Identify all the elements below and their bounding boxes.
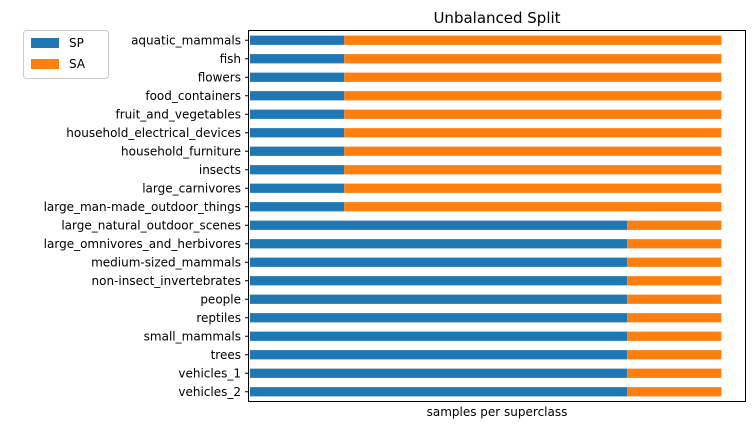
bar-sa-15 [627, 313, 722, 323]
bar-sp-3 [249, 91, 345, 101]
bar-sp-11 [249, 239, 628, 249]
bar-sa-3 [344, 91, 722, 101]
y-tick-label: medium-sized_mammals [91, 255, 241, 269]
y-tick-label: large_omnivores_and_herbivores [44, 237, 241, 251]
bar-sp-17 [249, 350, 628, 360]
bar-sp-18 [249, 368, 628, 378]
y-tick-label: non-insect_invertebrates [92, 274, 241, 288]
bars-group [249, 35, 722, 397]
y-tick-label: household_electrical_devices [66, 126, 241, 140]
legend-label-sp: SP [69, 36, 84, 50]
y-tick-label: household_furniture [121, 144, 241, 158]
bar-sa-13 [627, 276, 722, 286]
y-tick-label: vehicles_2 [178, 385, 241, 399]
y-tick-label: flowers [198, 70, 241, 84]
bar-sp-16 [249, 331, 628, 341]
bar-sp-14 [249, 294, 628, 304]
legend: SP SA [23, 30, 109, 79]
bar-sa-7 [344, 165, 722, 175]
bar-sp-7 [249, 165, 345, 175]
legend-frame [23, 30, 109, 79]
bar-sp-4 [249, 109, 345, 119]
bar-sa-12 [627, 257, 722, 267]
y-tick-label: small_mammals [144, 329, 241, 343]
legend-swatch-sa [31, 59, 59, 69]
y-tick-label: large_man-made_outdoor_things [44, 200, 241, 214]
y-tick-label: food_containers [145, 89, 241, 103]
bar-sp-1 [249, 54, 345, 64]
bar-sp-8 [249, 183, 345, 193]
bar-sa-4 [344, 109, 722, 119]
bar-sp-12 [249, 257, 628, 267]
y-tick-label: trees [211, 348, 241, 362]
bar-sp-19 [249, 387, 628, 397]
y-tick-label: large_natural_outdoor_scenes [61, 218, 241, 232]
bar-sa-9 [344, 202, 722, 212]
bar-sp-15 [249, 313, 628, 323]
bar-sa-19 [627, 387, 722, 397]
bar-sa-16 [627, 331, 722, 341]
bar-sa-6 [344, 146, 722, 156]
legend-label-sa: SA [69, 57, 86, 71]
y-tick-label: fish [220, 52, 241, 66]
bar-sa-2 [344, 72, 722, 82]
bar-sp-6 [249, 146, 345, 156]
y-tick-label: large_carnivores [142, 181, 241, 195]
y-tick-label: vehicles_1 [178, 366, 241, 380]
y-tick-label: insects [199, 163, 241, 177]
bar-sp-2 [249, 72, 345, 82]
y-tick-label: people [200, 292, 241, 306]
bar-sa-14 [627, 294, 722, 304]
bar-sa-17 [627, 350, 722, 360]
bar-sa-8 [344, 183, 722, 193]
bar-sp-10 [249, 220, 628, 230]
y-tick-label: aquatic_mammals [131, 33, 241, 47]
bar-sp-5 [249, 128, 345, 138]
legend-swatch-sp [31, 38, 59, 48]
bar-sp-0 [249, 35, 345, 45]
bar-sa-5 [344, 128, 722, 138]
plot-frame [248, 30, 746, 402]
bar-sa-0 [344, 35, 722, 45]
bar-sa-1 [344, 54, 722, 64]
bar-sa-10 [627, 220, 722, 230]
bar-sa-11 [627, 239, 722, 249]
y-tick-label: reptiles [196, 311, 241, 325]
bar-sp-9 [249, 202, 345, 212]
x-axis-label: samples per superclass [427, 405, 568, 419]
bar-sa-18 [627, 368, 722, 378]
bar-sp-13 [249, 276, 628, 286]
chart-title: Unbalanced Split [433, 9, 560, 27]
y-tick-label: fruit_and_vegetables [115, 107, 241, 121]
